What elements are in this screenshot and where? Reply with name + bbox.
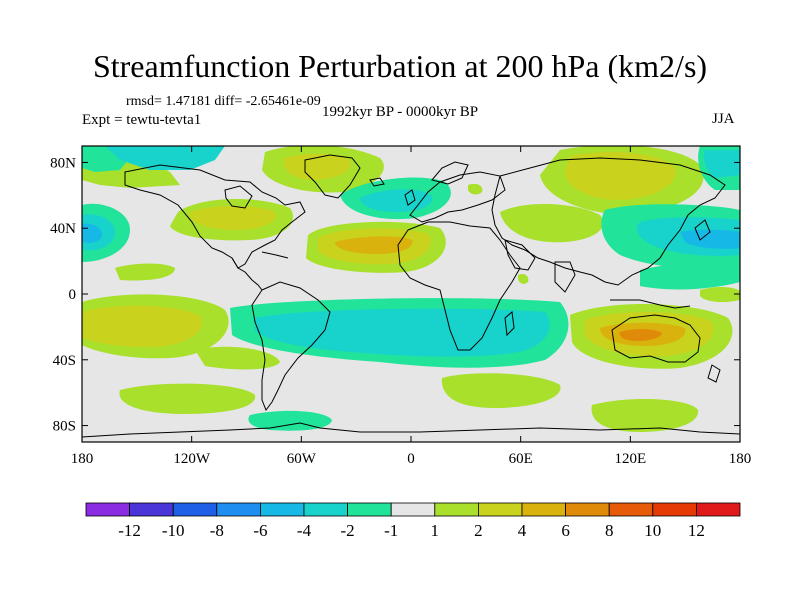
coast-iceland — [369, 177, 385, 187]
colorbar-swatch — [347, 502, 392, 517]
anomaly-spac-highlat-positive — [119, 383, 256, 414]
colorbar-swatch — [696, 502, 741, 517]
coast-indonesia — [610, 299, 691, 309]
coast-madagascar — [504, 311, 515, 337]
coast-antarctica — [82, 422, 740, 438]
coast-asia — [491, 157, 726, 286]
experiment-label: Expt = tewtu-tevta1 — [82, 112, 202, 128]
colorbar-label: 12 — [688, 521, 705, 540]
coast-hudson-bay — [224, 185, 253, 209]
coast-india — [554, 261, 576, 293]
anomaly-north-cyan-strip — [105, 146, 225, 170]
colorbar-swatch — [390, 502, 436, 517]
x-axis: 180 120W 60W 0 60E 120E 180 — [71, 146, 752, 467]
colorbar-label: -6 — [253, 521, 267, 540]
colorbar-swatch — [259, 502, 305, 517]
anomaly-arabia-small — [518, 273, 529, 284]
x-tick-label: 180 — [729, 451, 752, 467]
colorbar-swatch — [434, 502, 479, 517]
x-tick-label: 180 — [71, 451, 94, 467]
coast-scandinavia — [431, 161, 469, 185]
anomaly-australia-orange — [619, 329, 662, 341]
colorbar-swatch — [129, 502, 174, 517]
anomaly-east-teal-strip — [640, 263, 740, 290]
colorbar-label: 4 — [518, 521, 527, 540]
colorbar: -12 -10 -8 -6 -4 -2 -1 1 2 4 6 8 10 12 — [85, 502, 741, 540]
colorbar-label: -2 — [341, 521, 355, 540]
anomaly-field — [82, 146, 740, 432]
coast-britain — [404, 189, 416, 206]
anomaly-greenland-core — [283, 153, 351, 180]
colorbar-label: -10 — [162, 521, 185, 540]
colorbar-swatch — [477, 502, 523, 517]
y-tick-label: 0 — [69, 287, 77, 303]
anomaly-northamerica-core — [189, 206, 276, 230]
colorbar-swatch — [521, 502, 566, 517]
anomaly-pacific-green-strip — [115, 263, 175, 281]
colorbar-label: -12 — [118, 521, 141, 540]
coast-new-zealand — [707, 364, 721, 383]
colorbar-label: 8 — [605, 521, 614, 540]
colorbar-swatch — [216, 502, 261, 517]
y-tick-label: 40N — [50, 221, 76, 237]
coast-africa — [397, 221, 521, 351]
anomaly-northeast-cyan — [703, 150, 740, 178]
anomaly-north-africa-small — [468, 183, 483, 195]
y-tick-label: 80S — [53, 419, 76, 435]
x-tick-label: 60E — [509, 451, 533, 467]
season-label: JJA — [712, 111, 735, 127]
coast-greenland — [304, 154, 361, 199]
x-tick-label: 120W — [173, 451, 211, 467]
colorbar-swatch — [565, 502, 610, 517]
colorbar-label: 2 — [474, 521, 483, 540]
coast-north-america — [124, 164, 306, 269]
colorbar-label: 6 — [561, 521, 570, 540]
coast-japan — [694, 219, 711, 241]
colorbar-label: 10 — [644, 521, 661, 540]
chart-title: Streamfunction Perturbation at 200 hPa (… — [92, 48, 708, 84]
colorbar-swatch — [303, 502, 348, 517]
y-axis: 80N 40N 0 40S 80S — [50, 155, 740, 435]
colorbar-swatch — [652, 502, 697, 517]
anomaly-east-green-strip — [700, 286, 740, 303]
coast-south-america — [251, 281, 331, 412]
anomaly-npac-east-blue — [680, 229, 740, 249]
x-tick-label: 0 — [407, 451, 415, 467]
colorbar-swatch — [85, 502, 130, 517]
coast-australia — [611, 314, 701, 363]
colorbar-label: -1 — [384, 521, 398, 540]
anomaly-siberia-core — [565, 152, 676, 200]
anomaly-west-green-lat40 — [195, 346, 280, 370]
colorbar-swatch — [172, 502, 218, 517]
x-tick-label: 60W — [287, 451, 317, 467]
anomaly-africa-core — [335, 236, 413, 254]
colorbar-label: -8 — [210, 521, 224, 540]
coastlines — [82, 154, 740, 438]
colorbar-label: 1 — [431, 521, 440, 540]
anomaly-atlantic-low-core — [360, 189, 433, 212]
anomaly-southern-ocean-positive — [441, 373, 561, 408]
stats-text: rmsd= 1.47181 diff= -2.65461e-09 — [126, 94, 321, 109]
anomaly-asia-green — [500, 204, 604, 243]
x-tick-label: 120E — [614, 451, 646, 467]
y-tick-label: 40S — [53, 353, 76, 369]
coast-caribbean — [261, 251, 289, 259]
coast-arabia — [504, 239, 536, 271]
anomaly-spac-core — [82, 305, 202, 348]
period-label: 1992kyr BP - 0000kyr BP — [322, 104, 479, 120]
coast-europe — [409, 171, 506, 223]
colorbar-label: -4 — [297, 521, 312, 540]
colorbar-swatch — [608, 502, 654, 517]
y-tick-label: 80N — [50, 155, 76, 171]
anomaly-south-indian-positive — [591, 398, 699, 432]
coast-central-america — [231, 257, 263, 291]
